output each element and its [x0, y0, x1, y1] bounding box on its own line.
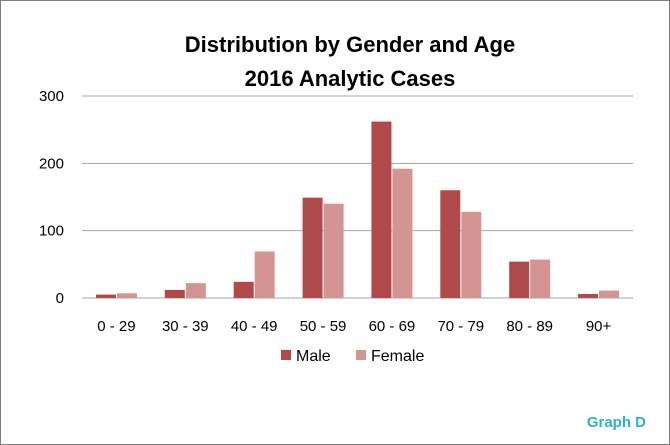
x-tick-label: 0 - 29: [97, 318, 135, 335]
bar-male: [302, 197, 323, 298]
bar-male: [509, 261, 530, 298]
bar-male: [164, 289, 185, 298]
x-tick-label: 60 - 69: [369, 318, 416, 335]
x-tick-label: 30 - 39: [162, 318, 209, 335]
bar-female: [530, 259, 551, 298]
y-tick-label: 0: [56, 290, 64, 307]
chart-title-line-1: Distribution by Gender and Age: [185, 32, 515, 57]
y-tick-label: 100: [39, 223, 64, 240]
bar-male: [233, 281, 254, 298]
chart-title: Distribution by Gender and Age 2016 Anal…: [185, 32, 515, 91]
bar-female: [116, 293, 137, 298]
bar-female: [185, 283, 206, 298]
bar-female: [599, 290, 620, 298]
x-tick-label: 80 - 89: [506, 318, 553, 335]
x-tick-label: 90+: [586, 318, 612, 335]
x-tick-label: 50 - 59: [300, 318, 347, 335]
bars: [95, 121, 620, 298]
bar-male: [371, 121, 392, 298]
bar-female: [323, 203, 344, 298]
legend-swatch-female: [356, 350, 366, 360]
legend-label-female: Female: [371, 348, 424, 365]
bar-male: [578, 293, 599, 298]
bar-female: [461, 211, 482, 298]
legend: Male Female: [281, 348, 424, 365]
x-axis-ticks: 0 - 29 30 - 39 40 - 49 50 - 59 60 - 69 70 - 7…: [97, 318, 611, 335]
bar-male: [95, 294, 116, 298]
bar-female: [254, 251, 275, 298]
chart-title-line-2: 2016 Analytic Cases: [245, 66, 456, 91]
legend-label-male: Male: [296, 348, 331, 365]
graph-label: Graph D: [586, 414, 646, 431]
bar-female: [392, 168, 413, 298]
gridlines: [82, 95, 633, 299]
x-tick-label: 40 - 49: [231, 318, 278, 335]
y-tick-label: 200: [39, 155, 64, 172]
bar-male: [440, 190, 461, 298]
legend-swatch-male: [281, 350, 291, 360]
y-axis-ticks: 0 100 200 300: [39, 88, 64, 307]
y-tick-label: 300: [39, 88, 64, 105]
x-tick-label: 70 - 79: [437, 318, 484, 335]
